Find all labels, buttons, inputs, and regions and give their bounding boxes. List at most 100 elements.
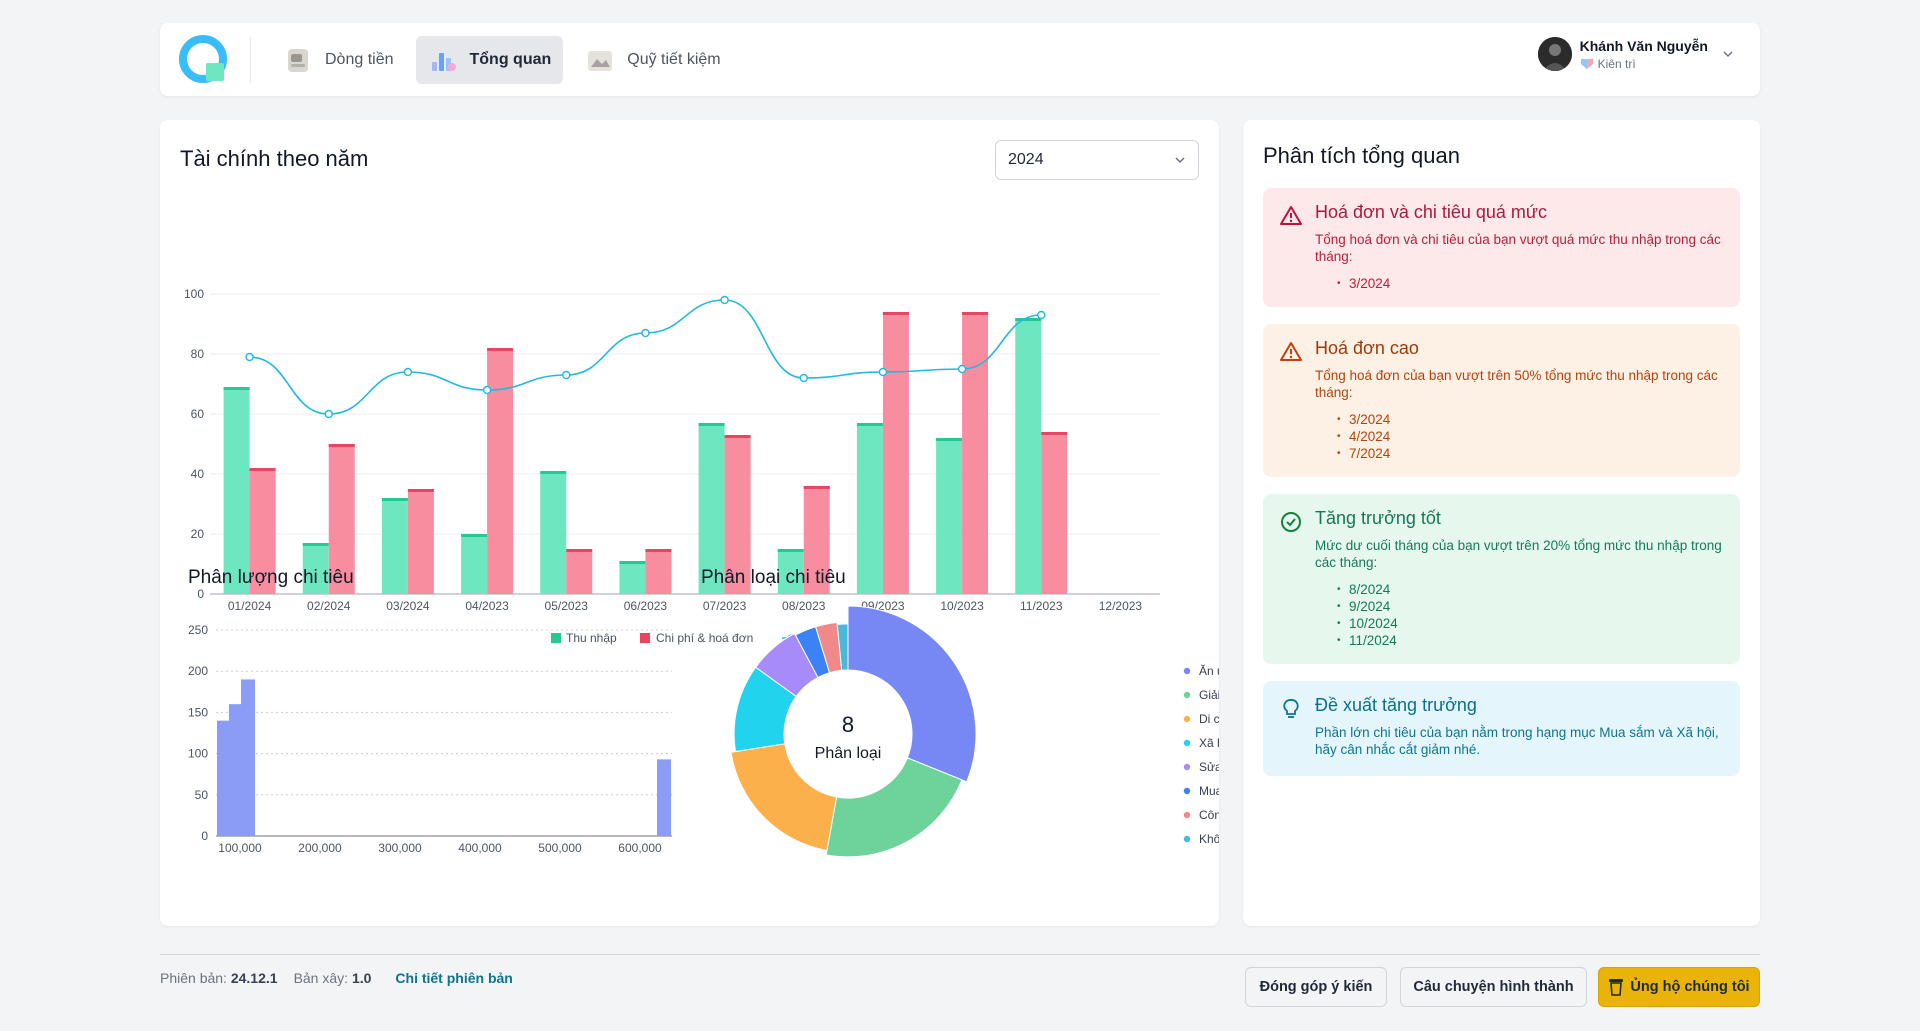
bar-expense [487,348,514,594]
year-select-value: 2024 [1008,151,1044,168]
legend-label: Mua sắm [1199,783,1219,798]
donut-center-count: 8 [842,712,854,737]
bar-expense-cap [407,489,434,492]
list-item: 4/2024 [1337,428,1722,445]
user-menu[interactable]: Khánh Văn Nguyễn Kiên trì [1537,37,1734,71]
chevron-down-icon [1723,51,1733,58]
bar-expense-cap [724,435,751,438]
nav-item-overview[interactable]: Tổng quan [415,35,564,84]
point-total [878,367,888,377]
legend-label: Giải trí [1199,688,1219,702]
legend-label: Không ghi rõ [1199,832,1219,846]
rank-badge-icon [1580,58,1593,69]
bar-expense [645,549,672,594]
avatar [1537,37,1572,71]
y-tick-label: 20 [191,527,205,541]
app-logo-icon[interactable] [176,31,234,89]
alert-month-list: 3/2024 4/2024 7/2024 [1315,411,1722,462]
nav-item-savings[interactable]: Quỹ tiết kiệm [573,36,732,84]
top-nav-bar: Dòng tiền Tổng quan Quỹ tiết kiệm Khánh … [160,23,1760,96]
list-item: 11/2024 [1337,632,1722,649]
legend-label: Xã hội [1199,736,1219,750]
analysis-title: Phân tích tổng quan [1263,143,1460,168]
warning-icon [1280,342,1302,361]
support-button[interactable]: Ủng hộ chúng tôi [1598,967,1760,1007]
warning-icon [1280,206,1302,225]
origin-story-button[interactable]: Câu chuyện hình thành [1400,967,1587,1007]
bar-expense [803,486,830,594]
overview-icon [431,52,456,71]
point-total [562,370,571,380]
nav-divider [250,36,251,83]
y-tick-label: 0 [197,587,204,601]
legend-swatch [1183,715,1191,723]
donut-slice [730,743,838,852]
point-total [482,385,492,395]
x-tick-label: 500,000 [538,841,582,855]
version-details-link[interactable]: Chi tiết phiên bản [395,970,513,986]
y-tick-label: 250 [188,623,208,637]
build-label: Bản xây: [293,970,349,986]
lightbulb-icon [1283,699,1299,718]
volume-bar [657,759,671,836]
point-total [720,295,729,305]
bar-income [461,534,488,594]
bar-income [936,438,963,594]
version-value: 24.12.1 [230,970,278,986]
bar-expense-cap [1041,432,1068,435]
bar-expense [724,435,751,594]
nav-item-cashflow[interactable]: Dòng tiền [271,36,406,84]
x-tick-label: 03/2024 [386,599,430,613]
x-tick-label: 01/2024 [228,599,272,613]
bar-expense [882,312,909,594]
point-total [957,364,967,374]
bar-income [381,498,408,594]
support-button-label: Ủng hộ chúng tôi [1630,979,1750,995]
donut-slice [825,757,963,858]
legend-label: Sửa chữa [1199,760,1219,774]
analysis-card: Phân tích tổng quan Hoá đơn và chi tiêu … [1243,120,1760,926]
bar-expense-cap [882,312,909,315]
alert-title: Hoá đơn cao [1315,338,1419,358]
bar-expense-cap [803,486,830,489]
x-tick-label: 06/2023 [624,599,668,613]
bar-income-cap [223,387,250,390]
alert-overspending: Hoá đơn và chi tiêu quá mức Tổng hoá đơn… [1263,188,1740,307]
alert-growth-suggestion: Đề xuất tăng trưởng Phần lớn chi tiêu củ… [1263,681,1740,776]
x-tick-label: 300,000 [378,841,422,855]
y-tick-label: 100 [184,287,204,301]
volume-bar [229,704,243,836]
legend-swatch [1183,811,1191,819]
legend-swatch-expense [640,633,650,643]
bar-expense [566,549,593,594]
year-select[interactable]: 2024 [995,140,1199,180]
x-tick-label: 08/2023 [782,599,826,613]
x-tick-label: 05/2023 [545,599,589,613]
bar-income-cap [619,561,646,564]
alert-text: Mức dư cuối tháng của bạn vượt trên 20% … [1315,538,1722,570]
version-info: Phiên bản: 24.12.1 Bản xây: 1.0 Chi tiết… [160,970,513,986]
donut-slice [836,623,849,671]
legend-swatch-income [551,633,561,643]
bar-income-cap [302,543,329,546]
legend-swatch [1183,739,1191,747]
x-tick-label: 10/2023 [940,599,984,613]
feedback-button[interactable]: Đóng góp ý kiến [1245,967,1387,1007]
list-item: 3/2024 [1337,275,1722,292]
alert-text: Tổng hoá đơn và chi tiêu của bạn vượt qu… [1315,232,1721,264]
list-item: 9/2024 [1337,598,1722,615]
y-tick-label: 40 [191,467,205,481]
spending-volume-chart: 0 50 100 150 200 250 100,000 200,000 300,000 400,… [188,623,672,855]
legend-label: Công việc [1199,808,1219,822]
legend-swatch [1183,667,1191,675]
x-tick-label: 600,000 [618,841,662,855]
list-item: 3/2024 [1337,411,1722,428]
x-tick-label: 02/2024 [307,599,351,613]
y-tick-label: 150 [188,705,208,719]
point-total [641,328,650,338]
alert-text: Tổng hoá đơn của bạn vượt trên 50% tổng … [1315,368,1718,400]
bar-expense [962,312,989,594]
bar-expense-cap [249,468,276,471]
bar-expense [249,468,276,594]
point-total [1037,310,1046,320]
